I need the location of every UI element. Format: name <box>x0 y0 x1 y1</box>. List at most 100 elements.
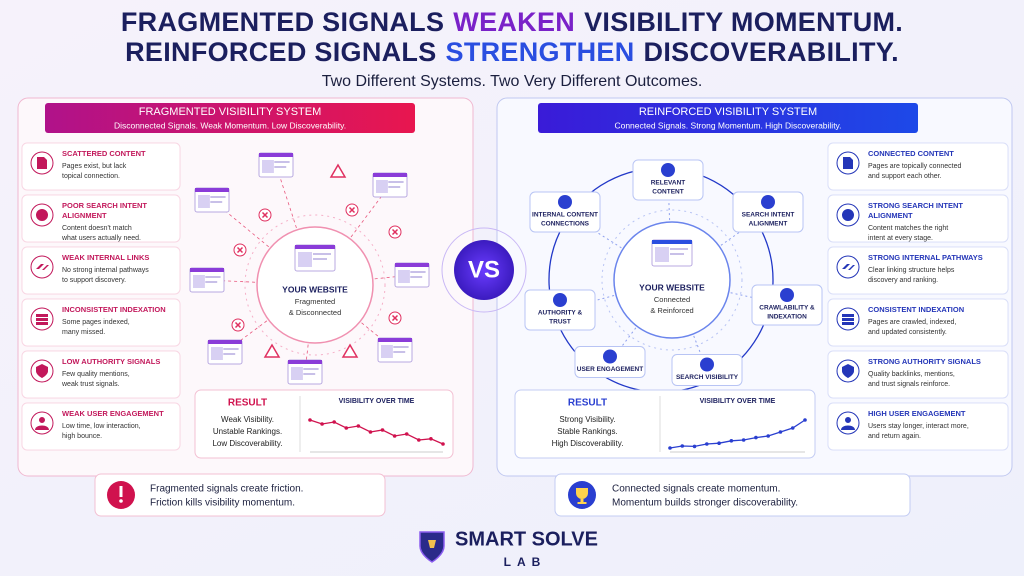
signal-card <box>827 194 1009 243</box>
x-mark-cross <box>348 206 356 214</box>
card-text: Low time, low interaction, <box>62 423 141 430</box>
card-text: Users stay longer, interact more, <box>868 423 969 430</box>
title-part: VISIBILITY MOMENTUM. <box>584 7 903 37</box>
vs-halo <box>441 227 527 313</box>
callout-text: Fragmented signals create friction. <box>150 484 303 495</box>
warning-icon-dot <box>119 499 123 503</box>
title-highlight: STRENGTHEN <box>446 37 635 67</box>
chart-point <box>729 439 734 443</box>
signal-card <box>827 246 1009 295</box>
page-icon-img <box>381 345 393 358</box>
chart-point <box>429 437 433 441</box>
page-icon-bar <box>190 268 224 272</box>
node-icon <box>553 293 567 307</box>
page-icon-img <box>398 270 410 283</box>
item-glyph <box>842 364 854 378</box>
chart-line <box>309 419 444 445</box>
page-icon-img <box>376 180 388 193</box>
node-card <box>632 159 704 201</box>
item-glyph <box>841 417 855 430</box>
chart-point <box>356 424 361 428</box>
node-label: RELEVANT <box>651 180 686 187</box>
center-halo <box>244 214 386 356</box>
chart-title: VISIBILITY OVER TIME <box>700 398 776 405</box>
warning-icon-bar <box>119 486 123 497</box>
chart-point <box>717 441 721 446</box>
result-line: Weak Visibility. <box>221 415 274 424</box>
logo-name: SMART SOLVE <box>455 528 598 550</box>
card-text: and support each other. <box>868 173 942 180</box>
result-label: RESULT <box>568 398 607 409</box>
page-icon-line <box>670 248 688 250</box>
center-node <box>256 226 374 344</box>
card-text: and return again. <box>868 433 921 440</box>
page-icon-line <box>410 276 423 278</box>
title-line-2: REINFORCED SIGNALS STRENGTHEN DISCOVERABIL… <box>125 37 899 67</box>
node-card <box>524 289 596 331</box>
vs-text: VS <box>468 256 500 283</box>
card-text: weak trust signals. <box>61 381 120 388</box>
signal-card <box>21 298 181 347</box>
title-line-1: FRAGMENTED SIGNALS WEAKEN VISIBILITY MOMEN… <box>121 7 903 37</box>
result-label: RESULT <box>228 398 267 409</box>
x-mark-cross <box>234 321 242 329</box>
card-text: intent at every stage. <box>868 235 933 242</box>
item-icon <box>836 255 860 279</box>
chart-point <box>790 426 795 430</box>
card-text: what users actually need. <box>61 235 141 242</box>
result-line: Low Discoverability. <box>212 439 282 448</box>
card-text: Pages are topically connected <box>868 163 961 170</box>
chart-point <box>680 444 685 448</box>
callout-text: Connected signals create momentum. <box>612 484 780 495</box>
item-glyph <box>36 209 48 221</box>
page-icon-line <box>410 271 426 273</box>
page-icon-bar <box>373 173 407 177</box>
page-icon-img <box>262 160 274 173</box>
item-glyph <box>36 264 49 270</box>
node-label: ALIGNMENT <box>749 221 788 228</box>
page-icon-line <box>313 253 331 255</box>
signal-card <box>827 350 1009 399</box>
page-icon-img <box>193 275 205 288</box>
item-glyph <box>36 364 48 378</box>
chart-point <box>803 418 807 422</box>
card-text: high bounce. <box>62 433 102 440</box>
card-title: INCONSISTENT INDEXATION <box>62 305 166 314</box>
node-label: TRUST <box>549 319 571 326</box>
broken-link <box>211 199 316 286</box>
item-glyph <box>842 264 855 270</box>
chart-point <box>417 438 421 442</box>
title-part: FRAGMENTED SIGNALS <box>121 7 444 37</box>
chart-point <box>392 434 397 438</box>
center-halo <box>601 209 743 351</box>
chart-point <box>344 426 349 430</box>
center-sub: Connected <box>654 295 690 304</box>
card-text: Some pages indexed, <box>62 319 130 326</box>
item-glyph <box>36 314 48 325</box>
subtitle: Two Different Systems. Two Very Differen… <box>322 73 703 90</box>
card-text: to support discovery. <box>62 277 126 284</box>
left-banner <box>45 103 415 133</box>
chart-point <box>320 422 324 426</box>
card-text: Content matches the right <box>868 225 948 232</box>
warning-triangle <box>263 343 281 358</box>
right-subtitle: Connected Signals. Strong Momentum. High… <box>614 120 841 130</box>
card-title: HIGH USER ENGAGEMENT <box>868 409 966 418</box>
page-icon-bar <box>259 153 293 157</box>
chart-point <box>705 442 709 446</box>
node-label: SEARCH VISIBILITY <box>676 374 739 381</box>
node-icon <box>700 357 714 372</box>
logo-flask <box>428 540 436 548</box>
card-text: discovery and ranking. <box>868 277 938 284</box>
node-icon <box>780 288 794 302</box>
page-icon-bar <box>295 245 335 249</box>
node-icon <box>661 163 675 177</box>
page-icon-img <box>198 195 210 208</box>
node-card <box>732 191 804 233</box>
page-icon-line <box>393 351 406 353</box>
page-icon-img <box>298 252 312 267</box>
card-text: and updated consistently. <box>868 329 947 336</box>
node-label: CRAWLABILITY & <box>759 305 815 312</box>
card-text: Pages are crawled, indexed, <box>868 319 956 326</box>
